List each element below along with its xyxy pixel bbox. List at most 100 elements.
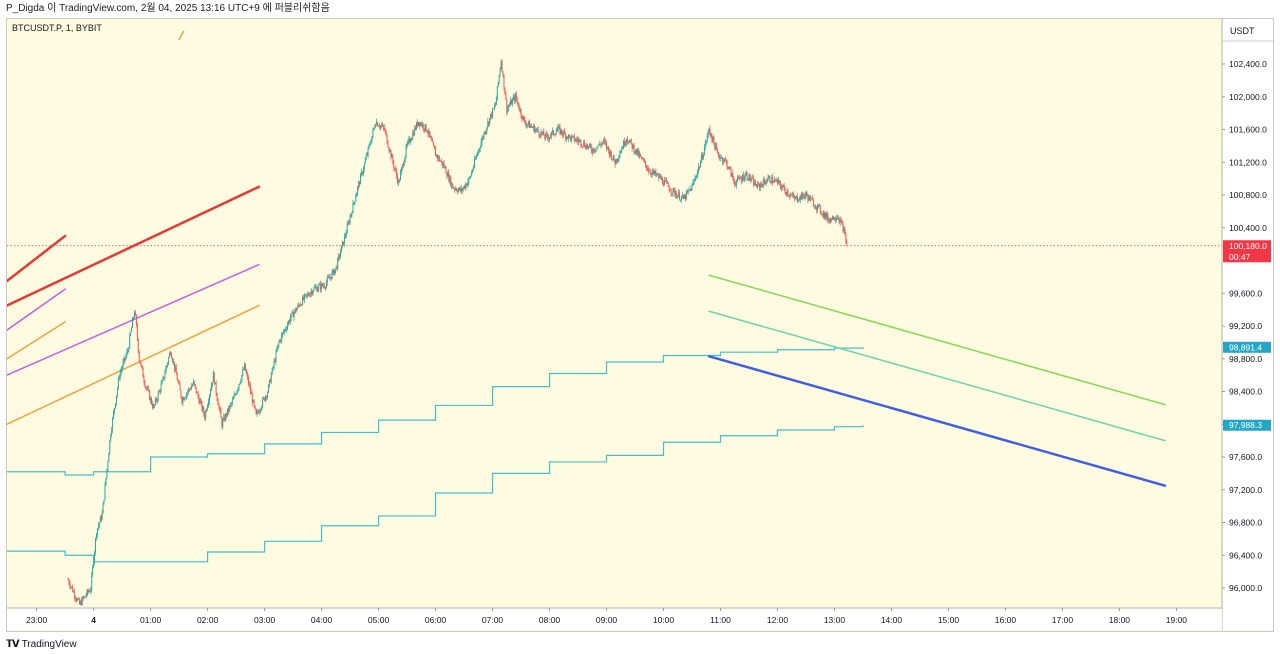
candle-body [501,61,503,72]
candle-body [214,382,216,385]
candle-body [366,154,368,156]
candle-body [506,98,508,113]
candle-body [179,384,181,391]
candle-body [745,172,747,175]
candle-body [94,551,96,563]
candle-body [593,148,595,152]
candle-body [76,598,77,601]
candle-body [495,97,497,106]
candle-body [431,138,433,142]
candle-body [364,159,366,164]
candle-body [659,175,661,179]
green-trend-line [708,274,1166,406]
x-tick-label: 07:00 [482,615,504,625]
candle-body [428,131,430,134]
candle-body [417,122,418,126]
candle-body [816,205,818,210]
candle-body [201,401,203,410]
candle-body [647,169,649,172]
candle-body [817,204,819,206]
candle-body [732,173,734,179]
candle-body [473,166,474,170]
candle-body [134,312,136,315]
candle-body [149,390,151,401]
candle-body [107,461,109,469]
candle-body [828,220,830,221]
candle-body [216,393,218,400]
candle-body [462,188,464,191]
candle-body [122,362,124,368]
candle-body [441,161,443,166]
candle-body [476,153,478,156]
candle-body [369,144,371,145]
candle-body [285,328,287,330]
candle-body [598,143,600,146]
candle-body [174,367,176,370]
candle-body [517,102,519,107]
candle-body [843,229,845,232]
candle-body [350,214,352,217]
candle-body [377,122,379,127]
candle-body [602,142,604,144]
candle-body [110,435,112,441]
candle-body [475,155,477,159]
candle-body [534,129,536,133]
candle-body [579,139,581,141]
candle-body [806,192,808,196]
candle-body [697,170,699,176]
candle-body [222,420,224,427]
candle-body [227,408,228,416]
candle-body [592,148,594,153]
candle-body [171,354,172,359]
candle-body [124,357,126,360]
candle-body [218,405,220,408]
candle-body [228,408,229,412]
candle-body [494,105,496,106]
y-tick-label: 97,200.0 [1229,485,1262,495]
candle-body [692,182,694,185]
candle-body [115,395,117,404]
candle-body [189,388,191,390]
candle-body [250,392,252,395]
candle-body [106,468,108,478]
candle-body [308,295,310,297]
x-tick-label: 4 [91,615,96,625]
candle-body [484,132,486,134]
candle-body [717,149,719,153]
candle-body [724,158,726,160]
candle-body [489,117,491,125]
candle-body [108,453,110,462]
candle-body [572,135,574,137]
candle-body [255,408,257,414]
candle-body [846,242,848,245]
candle-body [683,195,685,199]
candle-body [464,185,466,189]
candle-body [77,599,78,601]
candle-body [390,150,392,158]
candle-body [79,600,81,605]
candle-body [183,398,185,400]
candle-body [290,313,292,319]
candle-body [722,161,724,162]
candle-body [272,366,274,368]
candle-body [276,349,278,352]
candle-body [832,216,834,220]
candle-body [766,181,768,183]
candle-body [711,136,713,141]
candle-body [684,195,686,200]
candle-body [82,597,84,599]
candle-body [812,198,814,201]
candle-body [629,139,631,142]
tradingview-footer[interactable]: 𝗧𝗩 TradingView [6,636,77,652]
candle-body [509,104,511,107]
candle-body [254,405,256,409]
candle-body [743,178,745,181]
candle-body [194,384,196,387]
candle-body [130,332,132,336]
candle-body [538,131,540,136]
candle-body [310,291,312,294]
candle-body [332,269,334,273]
candle-body [493,105,495,109]
candle-body [474,158,476,160]
